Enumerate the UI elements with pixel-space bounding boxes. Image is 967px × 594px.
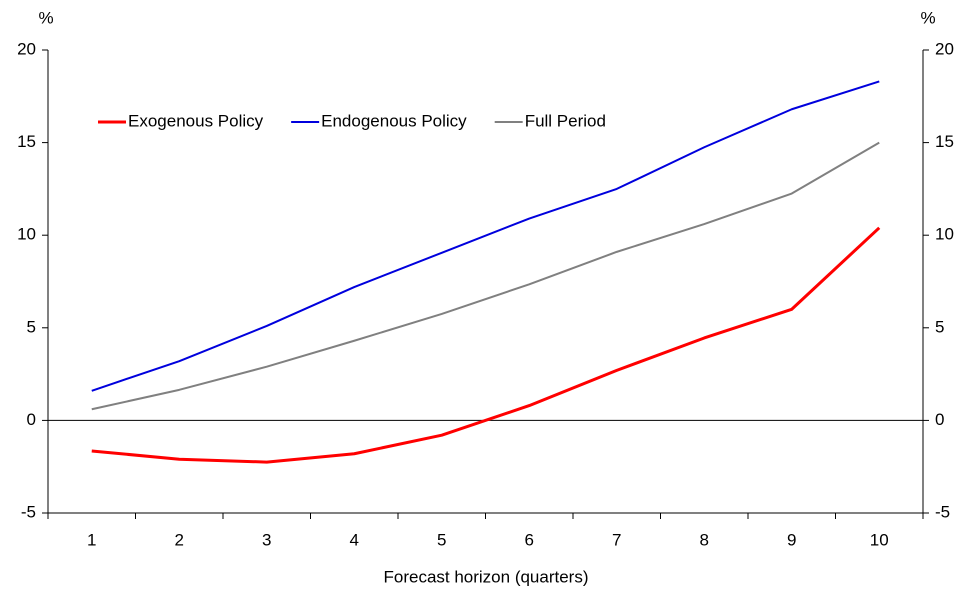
y-tick-label: 0 (27, 410, 36, 429)
legend-label: Endogenous Policy (321, 111, 467, 130)
x-tick-label: 7 (612, 530, 621, 549)
x-axis-label: Forecast horizon (quarters) (383, 567, 588, 586)
legend-label: Exogenous Policy (128, 111, 264, 130)
x-tick-label: 1 (87, 530, 96, 549)
y2-tick-label: 0 (935, 410, 944, 429)
y-tick-label: -5 (21, 502, 36, 521)
y2-tick-label: 20 (935, 39, 954, 58)
y2-unit: % (920, 8, 935, 27)
x-tick-label: 9 (787, 530, 796, 549)
x-tick-label: 2 (175, 530, 184, 549)
y-tick-label: 10 (17, 225, 36, 244)
y2-tick-label: 15 (935, 132, 954, 151)
x-tick-label: 10 (870, 530, 889, 549)
x-tick-label: 3 (262, 530, 271, 549)
series-line (91, 141, 880, 411)
series-line (91, 226, 881, 464)
y-unit: % (38, 8, 53, 27)
y2-tick-label: -5 (935, 502, 950, 521)
y2-tick-label: 10 (935, 225, 954, 244)
x-tick-label: 8 (700, 530, 709, 549)
legend-label: Full Period (525, 111, 606, 130)
y2-tick-label: 5 (935, 317, 944, 336)
x-tick-label: 6 (525, 530, 534, 549)
x-tick-label: 4 (350, 530, 359, 549)
series-line (91, 80, 880, 392)
y-tick-label: 15 (17, 132, 36, 151)
y-tick-label: 20 (17, 39, 36, 58)
x-tick-label: 5 (437, 530, 446, 549)
y-tick-label: 5 (27, 317, 36, 336)
